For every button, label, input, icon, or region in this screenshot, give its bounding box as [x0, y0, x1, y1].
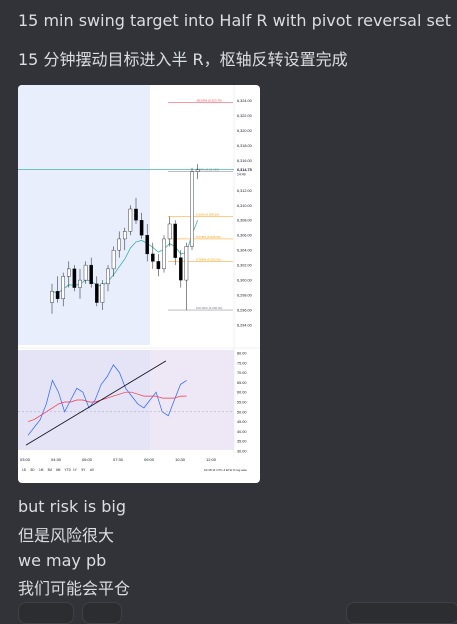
candle-body	[73, 269, 76, 288]
price-axis-label: 6,322.00	[237, 114, 252, 118]
candle-body	[185, 246, 188, 280]
message-line-1: 15 min swing target into Half R with piv…	[18, 11, 457, 30]
price-axis-label: 6,324.00	[237, 99, 252, 103]
clock-label: 10:45:11 UTC-4 ETH % log auto	[204, 468, 247, 472]
message-line-3: but risk is big	[18, 497, 126, 516]
price-axis-label: 6,300.00	[237, 279, 252, 283]
price-axis-label: 6,294.00	[237, 324, 252, 328]
price-axis-label: 6,316.00	[237, 159, 252, 163]
reaction-button-3[interactable]	[346, 602, 457, 624]
price-axis-label: 6,308.00	[237, 219, 252, 223]
price-chart: -50.00% (6,323.75)0.00% (6,314.50)0.50% …	[18, 85, 260, 483]
range-button-label: 1M	[39, 468, 44, 472]
time-axis-label: 04:30	[51, 457, 62, 462]
candle-body	[134, 209, 137, 220]
candle-body	[168, 224, 171, 239]
candle-body	[106, 269, 109, 284]
time-axis-label: 09:00	[144, 457, 155, 462]
candle-body	[101, 284, 104, 303]
fib-label: 100.00% (6,296.00)	[196, 306, 222, 310]
price-axis-label: 6,302.00	[237, 264, 252, 268]
countdown-label: 14:49	[237, 173, 246, 177]
candle-body	[95, 284, 98, 303]
range-button-label: 1Y	[73, 468, 78, 472]
candle-body	[140, 220, 143, 235]
candle-body	[78, 280, 81, 287]
message-line-2: 15 分钟摆动目标进入半 R，枢轴反转设置完成	[18, 46, 348, 70]
candle-body	[50, 291, 53, 302]
message-line-4: 但是风险很大	[18, 522, 114, 546]
price-axis-label: 6,320.00	[237, 129, 252, 133]
candle-body	[123, 231, 126, 238]
oscillator-axis-label: 30.00	[237, 450, 247, 454]
oscillator-axis-label: 65.00	[237, 381, 247, 385]
oscillator-axis-label: 50.00	[237, 410, 247, 414]
price-axis-label: 6,312.00	[237, 189, 252, 193]
candle-body	[112, 250, 115, 269]
chart-screenshot-attachment[interactable]: S&P 500 E-mini Futures · 15 · CME 6,314.…	[18, 85, 260, 483]
range-button-label: 1D	[22, 468, 27, 472]
price-axis-label: 6,318.00	[237, 144, 252, 148]
price-axis-label: 6,298.00	[237, 294, 252, 298]
price-axis-label: 6,310.00	[237, 204, 252, 208]
price-axis-label: 6,306.00	[237, 234, 252, 238]
candle-body	[62, 276, 65, 298]
candle-body	[146, 235, 149, 254]
candle-body	[84, 265, 87, 280]
price-axis-label: 6,314.75	[237, 168, 252, 172]
candle-body	[174, 224, 177, 258]
candle-body	[196, 170, 199, 172]
candle-body	[90, 265, 93, 284]
time-axis-label: 06:00	[82, 457, 93, 462]
message-line-5: we may pb	[18, 551, 106, 570]
time-axis-label: 07:30	[113, 457, 124, 462]
candle-body	[179, 258, 182, 280]
fib-label: 0.618% (6,305.50)	[196, 235, 221, 239]
fib-label: 0.786% (6,302.50)	[196, 257, 221, 261]
message-line-6: 我们可能会平仓	[18, 575, 130, 599]
range-button-label: 5D	[31, 468, 36, 472]
fib-label: -50.00% (6,323.75)	[196, 98, 222, 102]
oscillator-axis-label: 70.00	[237, 371, 247, 375]
range-button-label: 6M	[56, 468, 61, 472]
reaction-button-1[interactable]	[18, 602, 74, 624]
oscillator-axis-label: 60.00	[237, 391, 247, 395]
oscillator-axis-label: 75.00	[237, 361, 247, 365]
candle-body	[151, 254, 154, 261]
oscillator-axis-label: 55.00	[237, 401, 247, 405]
reaction-button-2[interactable]	[82, 602, 122, 624]
candle-body	[190, 172, 193, 247]
price-axis-label: 6,304.00	[237, 249, 252, 253]
time-axis-label: 03:00	[20, 457, 31, 462]
time-axis-label: 12:00	[206, 457, 217, 462]
oscillator-axis-label: 45.00	[237, 420, 247, 424]
candle-body	[162, 239, 165, 269]
fib-label: 0.50% (6,308.50)	[196, 212, 219, 216]
candle-body	[129, 209, 132, 231]
oscillator-axis-label: 35.00	[237, 440, 247, 444]
candle-body	[157, 261, 160, 268]
candle-body	[118, 239, 121, 250]
price-axis-label: 6,296.00	[237, 309, 252, 313]
range-button-label: 5Y	[82, 468, 87, 472]
oscillator-axis-label: 80.00	[237, 352, 247, 356]
time-axis-label: 10:30	[175, 457, 186, 462]
oscillator-axis-label: 40.00	[237, 430, 247, 434]
range-button-label: 3M	[48, 468, 53, 472]
range-button-label: All	[90, 468, 94, 472]
candle-body	[56, 291, 59, 298]
range-button-label: YTD	[65, 468, 72, 472]
candle-body	[67, 269, 70, 276]
